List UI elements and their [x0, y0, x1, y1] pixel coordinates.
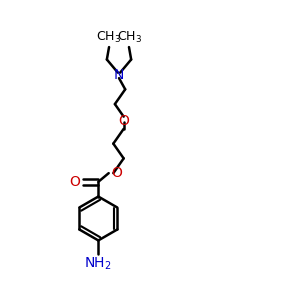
Text: O: O: [111, 166, 122, 180]
Text: CH$_3$: CH$_3$: [96, 30, 121, 45]
Text: NH$_2$: NH$_2$: [85, 256, 112, 272]
Text: N: N: [114, 68, 124, 83]
Text: O: O: [70, 175, 80, 189]
Text: O: O: [118, 114, 129, 128]
Text: CH$_3$: CH$_3$: [117, 30, 142, 45]
